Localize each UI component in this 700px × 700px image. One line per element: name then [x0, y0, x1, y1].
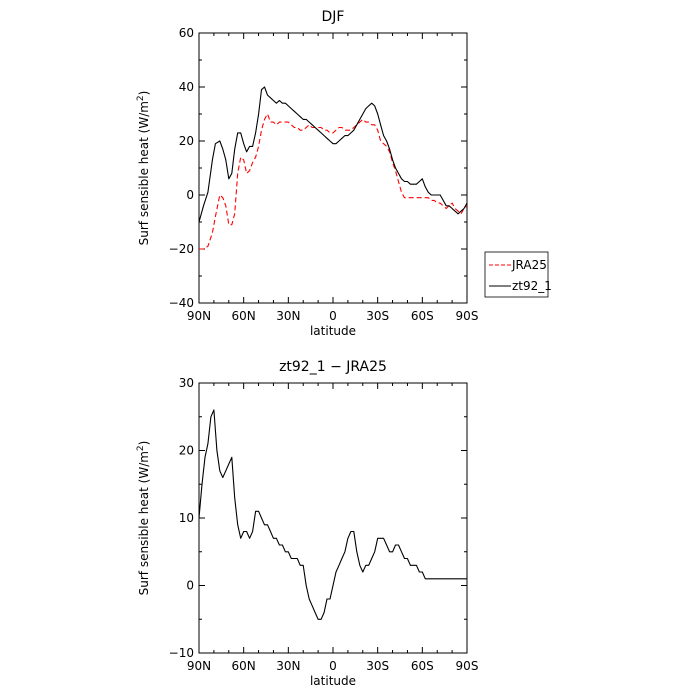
x-tick-label: 30N	[276, 309, 300, 323]
x-tick-label: 90N	[187, 659, 211, 673]
series-line-jra25	[199, 113, 468, 250]
legend: JRA25 zt92_1	[484, 251, 552, 298]
x-tick-label: 30S	[366, 309, 389, 323]
chart-title: zt92_1 − JRA25	[279, 359, 387, 375]
chart-panel-2: zt92_1 − JRA25 90N 60N 30N 0 30S 60S 90S −10 0 10 2…	[136, 359, 478, 688]
x-tick-label: 30N	[276, 659, 300, 673]
chart-title: DJF	[322, 9, 345, 25]
x-tick-label: 0	[329, 659, 337, 673]
y-axis-label-end: )	[137, 91, 151, 96]
y-tick-label: −20	[169, 242, 194, 256]
x-axis-label: latitude	[310, 324, 356, 338]
series-line-zt92-1-jra25	[198, 409, 467, 620]
y-axis-label: Surf sensible heat (W/m2)	[136, 441, 151, 596]
x-tick-label: 0	[329, 309, 337, 323]
x-tick-label: 60N	[232, 659, 256, 673]
y-axis-label-end: )	[137, 441, 151, 446]
y-axis-label-main: Surf sensible heat (W/m	[137, 451, 151, 595]
y-tick-label: −10	[169, 646, 194, 660]
y-tick-label: 30	[179, 376, 194, 390]
x-tick-label: 90S	[456, 309, 479, 323]
legend-entry-label: zt92_1	[512, 279, 552, 293]
y-axis-label-sup: 2	[136, 445, 146, 451]
x-tick-label: 60S	[411, 309, 434, 323]
y-tick-label: 20	[179, 444, 194, 458]
x-tick-label: 30S	[366, 659, 389, 673]
y-tick-label: 0	[186, 579, 194, 593]
x-tick-label: 90S	[456, 659, 479, 673]
y-axis-label-sup: 2	[136, 95, 146, 101]
legend-entry-label: JRA25	[511, 258, 547, 272]
plot-frame	[198, 382, 468, 654]
series-line-zt92-1	[198, 86, 468, 223]
legend-box	[484, 251, 549, 298]
y-axis-label: Surf sensible heat (W/m2)	[136, 91, 151, 246]
x-axis-label: latitude	[310, 674, 356, 688]
x-tick-label: 60S	[411, 659, 434, 673]
x-tick-label: 90N	[187, 309, 211, 323]
y-tick-label: 20	[179, 134, 194, 148]
x-tick-label: 60N	[232, 309, 256, 323]
y-tick-label: 40	[179, 80, 194, 94]
y-tick-label: −40	[169, 296, 194, 310]
y-tick-label: 0	[186, 188, 194, 202]
y-tick-label: 10	[179, 511, 194, 525]
y-axis-label-main: Surf sensible heat (W/m	[137, 101, 151, 245]
chart-panel-1: DJF 90N 60N 30N 0 30S 60S 90S −40 −20 0 20 40 60 latit…	[136, 9, 552, 338]
y-tick-label: 60	[179, 26, 194, 40]
